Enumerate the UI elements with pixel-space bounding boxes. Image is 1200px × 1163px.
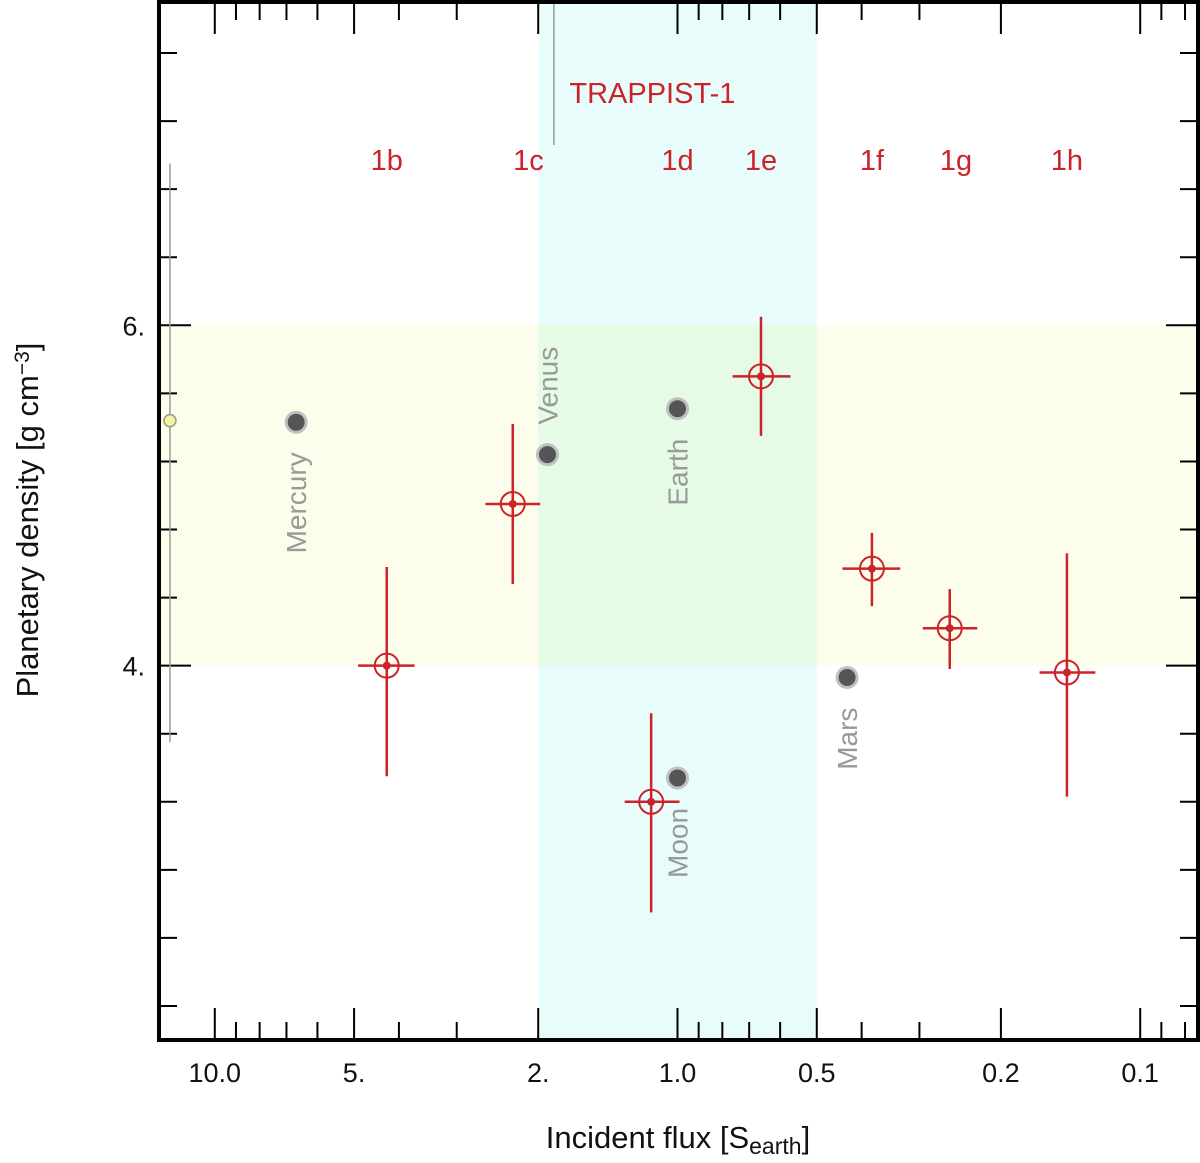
solar-point-mercury [284,410,308,434]
solar-label-mars: Mars [832,708,863,770]
y-axis-label: Planetary density [g cm−3] [10,343,45,698]
trappist-point-1h [1062,668,1071,677]
trappist-ring-1e [747,363,774,390]
band-overlap [538,325,817,666]
x-tick-label: 2. [527,1058,550,1088]
trappist-point-1g [945,624,954,633]
x-tick-label: 10.0 [189,1058,242,1088]
solar-label-venus: Venus [532,347,563,425]
group-label-text: TRAPPIST-1 [569,78,735,110]
solar-system-series: Mercury Venus Earth Moon Mars [281,347,863,878]
solar-label-moon: Moon [662,808,693,878]
x-tick-label: 0.2 [982,1058,1020,1088]
x-tick-label: 5. [343,1058,366,1088]
solar-point-moon [665,766,689,790]
trappist-point-1b [382,661,391,670]
x-axis-label: Incident flux [Searth] [546,1120,810,1159]
trappist-point-1c [508,499,517,508]
x-tick-label: 0.1 [1121,1058,1159,1088]
trappist-label-1h: 1h [1051,145,1083,177]
y-tick-label: 4. [122,652,145,682]
solar-label-mercury: Mercury [281,452,312,553]
trappist-ring-1f [858,555,885,582]
trappist-ring-1h [1053,659,1080,686]
star-point [163,413,177,428]
background-bands [159,2,1198,1040]
plot-frame [157,0,1200,1042]
trappist-group-label: TRAPPIST-1 [553,2,735,145]
trappist-label-1e: 1e [745,145,777,177]
solar-point-venus [535,443,559,467]
axis-ticks [159,2,1198,1040]
x-tick-label: 1.0 [659,1058,697,1088]
trappist-label-1c: 1c [513,145,544,177]
trappist-point-1f [867,564,876,573]
trappist-ring-1g [936,615,963,642]
y-tick-label: 6. [122,311,145,341]
tick-labels: 10.0 5. 2. 1.0 0.5 0.2 0.1 4. 6. [122,311,1158,1088]
trappist-label-1g: 1g [940,145,972,177]
trappist-label-1f: 1f [860,145,885,177]
solar-point-earth [665,397,689,421]
trappist-series: 1b 1c 1d 1e 1f 1g 1h [358,145,1096,913]
trappist-label-1d: 1d [661,145,693,177]
trappist-label-1b: 1b [371,145,403,177]
trappist-point-1d [647,797,656,806]
solar-label-earth: Earth [662,439,693,506]
trappist-ring-1d [638,788,665,815]
trappist-ring-1c [499,490,526,517]
solar-point-mars [835,666,859,690]
trappist-point-1e [756,372,765,381]
x-tick-label: 0.5 [798,1058,836,1088]
host-star-marker [163,163,177,743]
trappist-ring-1b [373,652,400,679]
